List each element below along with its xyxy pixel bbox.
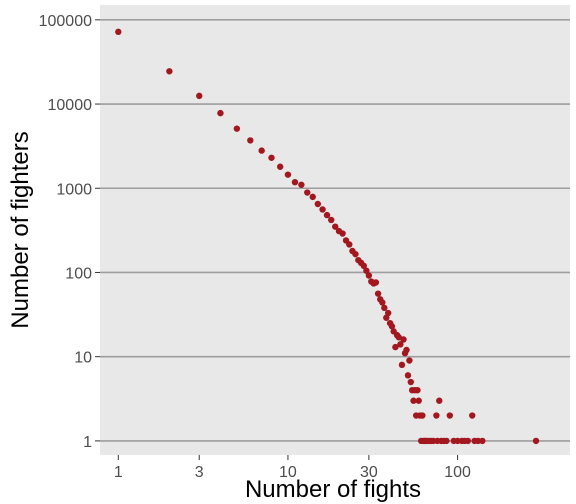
data-point [276, 163, 284, 170]
data-point [166, 68, 173, 75]
data-point [400, 336, 407, 343]
data-point [328, 216, 335, 224]
data-point [532, 437, 540, 445]
y-axis-title: Number of fighters [7, 131, 34, 328]
data-point [469, 412, 476, 419]
data-point [398, 361, 406, 369]
data-point [247, 137, 254, 144]
data-point [115, 28, 122, 36]
y-axis-ticks: 1 10 100 1000 10000 100000 [39, 13, 100, 451]
data-point [298, 181, 305, 188]
data-point [385, 309, 392, 317]
data-point [395, 334, 402, 341]
data-point [374, 290, 382, 297]
data-point [291, 179, 299, 186]
y-tick-label: 10000 [48, 97, 93, 114]
data-point [284, 171, 292, 178]
y-tick-label: 100 [65, 265, 92, 282]
data-point [372, 279, 380, 286]
data-point [365, 272, 373, 279]
data-point [410, 397, 417, 404]
data-point [381, 304, 388, 312]
data-points [115, 28, 540, 445]
gridlines [100, 19, 570, 442]
x-tick-label: 3 [195, 464, 204, 481]
data-point [323, 211, 331, 219]
data-point [415, 397, 422, 404]
data-point [446, 412, 454, 419]
data-point [233, 125, 241, 132]
x-tick-label: 30 [360, 464, 378, 481]
data-point [388, 323, 396, 330]
x-axis-title: Number of fights [245, 476, 421, 503]
y-tick-label: 10 [74, 350, 92, 367]
data-point [258, 147, 265, 154]
data-point [339, 230, 346, 237]
data-point [268, 154, 275, 161]
data-point [443, 437, 450, 445]
data-point [406, 357, 413, 364]
plot-panel [100, 5, 570, 455]
data-point [414, 386, 421, 394]
x-tick-label: 10 [279, 464, 297, 481]
data-point [379, 299, 386, 306]
y-tick-label: 1 [83, 434, 92, 451]
data-point [397, 341, 404, 348]
data-point [479, 437, 486, 445]
data-point [319, 206, 326, 213]
data-point [433, 412, 440, 419]
x-tick-label: 100 [444, 464, 471, 481]
data-point [419, 412, 426, 419]
data-point [309, 193, 316, 201]
x-axis-ticks: 1 3 10 30 100 [114, 455, 471, 481]
data-point [403, 346, 410, 354]
data-point [346, 241, 353, 248]
data-point [360, 262, 367, 269]
x-tick-label: 1 [114, 464, 123, 481]
data-point [332, 223, 339, 230]
data-point [196, 92, 203, 100]
data-point [314, 200, 322, 208]
data-point [392, 343, 399, 351]
data-point [363, 267, 370, 274]
data-point [436, 397, 443, 404]
data-point [352, 250, 359, 258]
y-tick-label: 1000 [56, 181, 92, 198]
data-point [464, 437, 472, 445]
y-tick-label: 100000 [39, 13, 92, 30]
data-point [304, 189, 311, 196]
data-point [407, 378, 414, 386]
data-point [404, 372, 412, 379]
data-point [217, 109, 224, 117]
